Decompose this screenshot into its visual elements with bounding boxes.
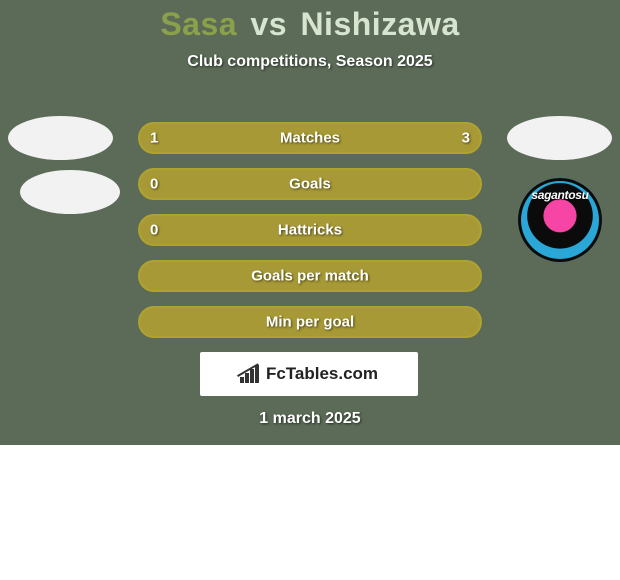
stat-row: Goals0 [138,168,482,200]
stat-row: Min per goal [138,306,482,338]
player2-avatar [507,116,612,160]
date-text: 1 march 2025 [0,410,620,428]
stat-value-right: 3 [462,130,470,147]
stat-label: Min per goal [140,314,480,331]
page-title: Sasa vs Nishizawa [0,6,620,43]
player2-club-badge [518,178,602,262]
stat-value-left: 0 [150,176,158,193]
stat-label: Matches [140,130,480,147]
stat-row: Goals per match [138,260,482,292]
subtitle: Club competitions, Season 2025 [0,53,620,71]
player1-avatar [8,116,113,160]
stat-value-left: 1 [150,130,158,147]
stats-panel: Matches13Goals0Hattricks0Goals per match… [138,122,482,352]
vs-text: vs [250,6,287,42]
player1-club-badge [20,170,120,214]
stat-label: Hattricks [140,222,480,239]
comparison-card: Sasa vs Nishizawa Club competitions, Sea… [0,0,620,445]
brand-text: FcTables.com [266,364,378,384]
brand-chart-icon [240,365,260,383]
stat-row: Matches1 3 [138,122,482,154]
stat-row: Hattricks0 [138,214,482,246]
stat-label: Goals [140,176,480,193]
player1-name: Sasa [160,6,237,42]
brand-box: FcTables.com [200,352,418,396]
player2-name: Nishizawa [300,6,459,42]
stat-label: Goals per match [140,268,480,285]
stat-value-left: 0 [150,222,158,239]
